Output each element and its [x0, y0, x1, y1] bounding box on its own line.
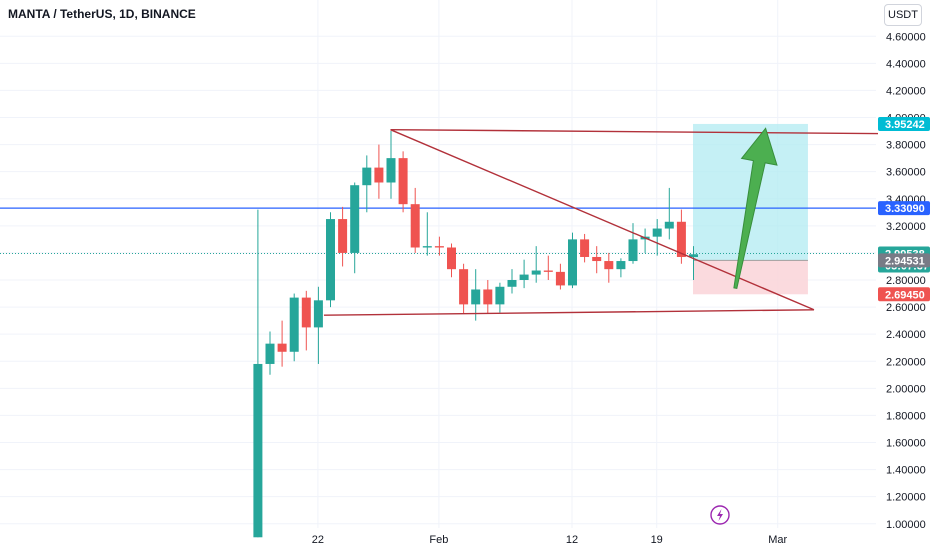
price-badge [878, 253, 930, 268]
price-tick-label: 1.80000 [886, 410, 926, 422]
candle-body [253, 363, 263, 538]
candle-body [628, 239, 638, 262]
candle-body [592, 256, 602, 262]
lightning-icon[interactable] [710, 505, 730, 525]
candle-body [265, 343, 275, 364]
candle-body [362, 167, 372, 186]
candle-body [338, 219, 348, 253]
price-tick-label: 3.20000 [886, 221, 926, 233]
currency-button[interactable]: USDT [884, 4, 922, 26]
candle-body [350, 185, 360, 253]
price-badge [878, 201, 930, 216]
candle-body [374, 167, 384, 183]
price-tick-label: 4.20000 [886, 85, 926, 97]
candle-body [604, 261, 614, 270]
time-tick-label: 19 [651, 534, 663, 546]
price-badge-label: 2.94531 [885, 255, 925, 267]
time-axis[interactable]: 22 Feb 12 19 Mar [312, 534, 788, 546]
price-axis-bg [878, 0, 932, 550]
price-badge [878, 116, 930, 131]
price-tick-label: 1.60000 [886, 438, 926, 450]
candle-body [507, 280, 517, 287]
price-badge [878, 287, 930, 302]
time-tick-label: Mar [768, 534, 787, 546]
price-tick-label: 2.80000 [886, 275, 926, 287]
candle-body [398, 158, 408, 205]
chart-title: MANTA / TetherUS, 1D, BINANCE [8, 7, 196, 21]
price-tick-label: 1.40000 [886, 465, 926, 477]
price-tick-label: 3.80000 [886, 140, 926, 152]
price-tick-label: 2.20000 [886, 356, 926, 368]
time-tick-label: Feb [429, 534, 448, 546]
trendline [323, 309, 815, 316]
candle-body [676, 221, 686, 257]
time-tick-label: 12 [566, 534, 578, 546]
candle-body [410, 204, 420, 248]
candle-body [483, 289, 493, 305]
price-axis[interactable]: 1.00000 1.20000 1.40000 1.60000 1.80000 2.000… [878, 0, 932, 550]
price-badge-label: 3.95242 [885, 119, 925, 131]
candle-body [580, 239, 590, 257]
candle-body [616, 261, 626, 270]
candle-body [422, 246, 432, 248]
candle-body [459, 269, 469, 305]
candle-body [434, 246, 444, 248]
price-tick-label: 4.60000 [886, 31, 926, 43]
candle-body [519, 274, 529, 280]
candle-body [543, 270, 553, 272]
price-tick-label: 2.60000 [886, 302, 926, 314]
candle-body [313, 300, 323, 328]
candle-body [301, 297, 311, 328]
candle-body [495, 286, 505, 305]
price-badges: 3.952423.330902.9953805:07:372.945312.69… [878, 116, 930, 302]
up-arrow-icon [733, 127, 778, 289]
candle-body [531, 270, 541, 275]
candle-body [289, 297, 299, 352]
time-tick-label: 22 [312, 534, 324, 546]
candle-body [689, 254, 698, 257]
candle-body [568, 239, 577, 286]
candle-body [555, 271, 565, 286]
drawings-layer [323, 127, 899, 316]
candle-body [277, 343, 287, 352]
trendline [390, 128, 899, 135]
hline-layer [0, 207, 876, 255]
trendline [390, 129, 815, 311]
price-tick-label: 2.40000 [886, 329, 926, 341]
price-tick-label: 4.40000 [886, 58, 926, 70]
candle-body [664, 221, 674, 229]
price-badge-label: 2.69450 [885, 289, 925, 301]
price-badge-label: 3.33090 [885, 203, 925, 215]
price-tick-label: 1.20000 [886, 492, 926, 504]
candle-body [326, 219, 335, 301]
price-tick-label: 3.60000 [886, 167, 926, 179]
candle-body [386, 158, 396, 183]
price-tick-label: 1.00000 [886, 519, 926, 531]
candle-body [471, 289, 481, 305]
price-tick-label: 2.00000 [886, 383, 926, 395]
candle-body [652, 228, 662, 237]
candle-body [447, 247, 456, 270]
candles-layer [253, 131, 698, 538]
